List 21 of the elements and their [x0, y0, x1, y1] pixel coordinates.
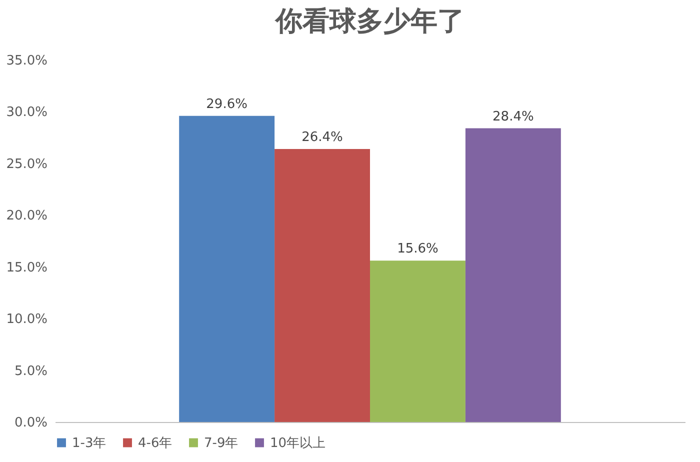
y-tick-label: 0.0% [14, 416, 48, 430]
y-tick-label: 30.0% [6, 105, 48, 120]
data-label: 29.6% [206, 96, 248, 112]
y-tick-label: 10.0% [6, 312, 48, 328]
bar [179, 116, 275, 422]
legend-label: 1-3年 [72, 436, 106, 451]
bar [465, 128, 561, 422]
y-tick-label: 25.0% [6, 156, 48, 172]
bar [274, 148, 370, 422]
y-tick-label: 20.0% [6, 208, 48, 224]
y-tick-label: 15.0% [6, 260, 48, 276]
y-tick-label: 35.0% [6, 54, 48, 68]
legend-label: 10年以上 [270, 436, 326, 451]
chart-title: 你看球多少年了 [274, 6, 464, 37]
data-label: 15.6% [397, 242, 438, 257]
bar [370, 260, 466, 422]
y-tick-label: 5.0% [14, 364, 48, 379]
legend-label: 7-9年 [204, 436, 238, 451]
data-label: 28.4% [492, 109, 534, 124]
legend-label: 4-6年 [138, 436, 172, 451]
data-label: 26.4% [302, 130, 343, 145]
